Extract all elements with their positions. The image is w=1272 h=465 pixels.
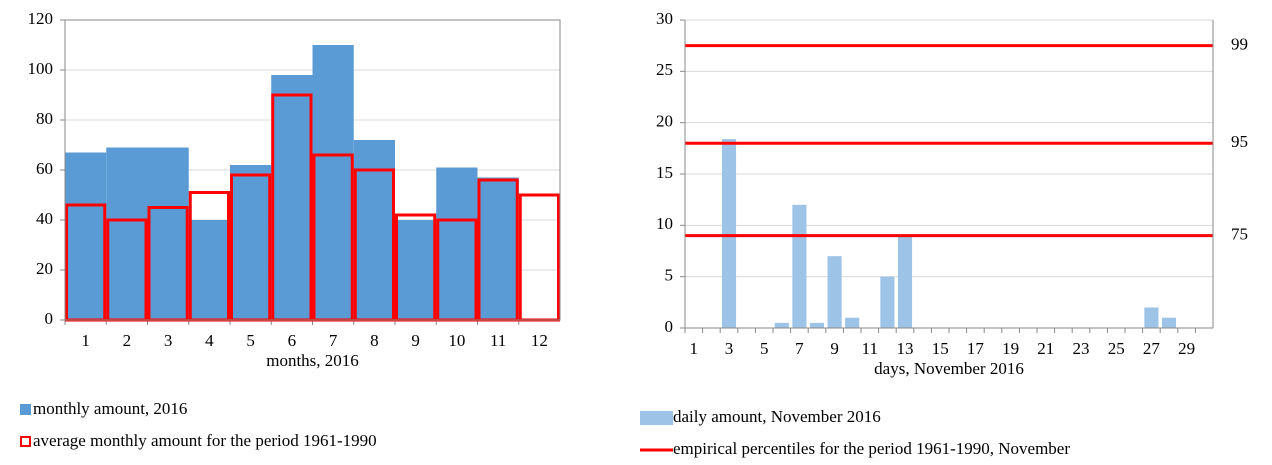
y-tick-label: 10 (656, 214, 673, 233)
x-tick-label: 13 (897, 339, 914, 358)
x-tick-label: 7 (329, 331, 338, 350)
bar (897, 235, 913, 328)
bar (271, 75, 313, 320)
x-tick-label: 8 (370, 331, 379, 350)
x-axis-label: days, November 2016 (874, 359, 1024, 378)
percentile-label: 99 (1231, 35, 1248, 54)
bar (230, 165, 272, 320)
y-tick-label: 15 (656, 163, 673, 182)
x-tick-label: 3 (164, 331, 173, 350)
bar (106, 147, 148, 320)
x-tick-label: 21 (1037, 339, 1054, 358)
y-tick-label: 60 (36, 159, 53, 178)
x-tick-label: 12 (531, 331, 548, 350)
y-tick-label: 40 (36, 209, 53, 228)
legend-swatch (640, 411, 673, 425)
percentile-label: 95 (1231, 132, 1248, 151)
y-tick-label: 5 (665, 266, 674, 285)
bar (792, 204, 807, 328)
bar (721, 139, 737, 328)
x-tick-label: 25 (1108, 339, 1125, 358)
bar (147, 147, 189, 320)
y-tick-label: 100 (28, 59, 54, 78)
y-tick-label: 20 (656, 112, 673, 131)
legend-swatch (20, 404, 31, 415)
x-tick-label: 17 (967, 339, 985, 358)
bar (774, 322, 789, 328)
x-tick-label: 1 (81, 331, 90, 350)
x-tick-label: 23 (1073, 339, 1090, 358)
x-tick-label: 19 (1002, 339, 1019, 358)
x-tick-label: 9 (411, 331, 420, 350)
x-tick-label: 1 (690, 339, 699, 358)
bar (845, 317, 860, 328)
x-tick-label: 7 (795, 339, 804, 358)
legend-label: daily amount, November 2016 (673, 407, 881, 426)
bar (353, 140, 395, 320)
x-tick-label: 4 (205, 331, 214, 350)
plot-border (64, 19, 561, 321)
legend-label: average monthly amount for the period 19… (33, 431, 377, 450)
x-tick-label: 2 (123, 331, 132, 350)
bar (1144, 307, 1159, 328)
y-tick-label: 0 (665, 317, 674, 336)
x-tick-label: 11 (862, 339, 878, 358)
y-tick-label: 20 (36, 259, 53, 278)
bar (436, 167, 478, 320)
bar (477, 177, 519, 320)
bar (65, 152, 107, 320)
x-tick-label: 11 (490, 331, 506, 350)
y-tick-label: 30 (656, 9, 673, 28)
x-tick-label: 5 (246, 331, 255, 350)
x-tick-label: 6 (288, 331, 297, 350)
percentile-label: 75 (1231, 225, 1248, 244)
bar (827, 256, 842, 328)
x-tick-label: 3 (725, 339, 734, 358)
bar (188, 220, 230, 320)
bar (312, 45, 354, 320)
y-tick-label: 80 (36, 109, 53, 128)
bar (880, 276, 895, 328)
legend-label: monthly amount, 2016 (33, 399, 187, 418)
y-tick-label: 120 (28, 9, 54, 28)
average-bar (518, 193, 560, 322)
bar (1161, 317, 1177, 328)
y-tick-label: 0 (45, 309, 54, 328)
x-tick-label: 9 (830, 339, 839, 358)
x-tick-label: 15 (932, 339, 949, 358)
y-tick-label: 25 (656, 60, 673, 79)
x-tick-label: 5 (760, 339, 769, 358)
bar (809, 322, 825, 328)
bar (395, 220, 437, 320)
legend-swatch (20, 436, 31, 447)
legend-label: empirical percentiles for the period 196… (673, 439, 1070, 458)
x-tick-label: 27 (1143, 339, 1161, 358)
x-tick-label: 10 (448, 331, 465, 350)
x-tick-label: 29 (1178, 339, 1195, 358)
x-axis-label: months, 2016 (266, 351, 359, 370)
